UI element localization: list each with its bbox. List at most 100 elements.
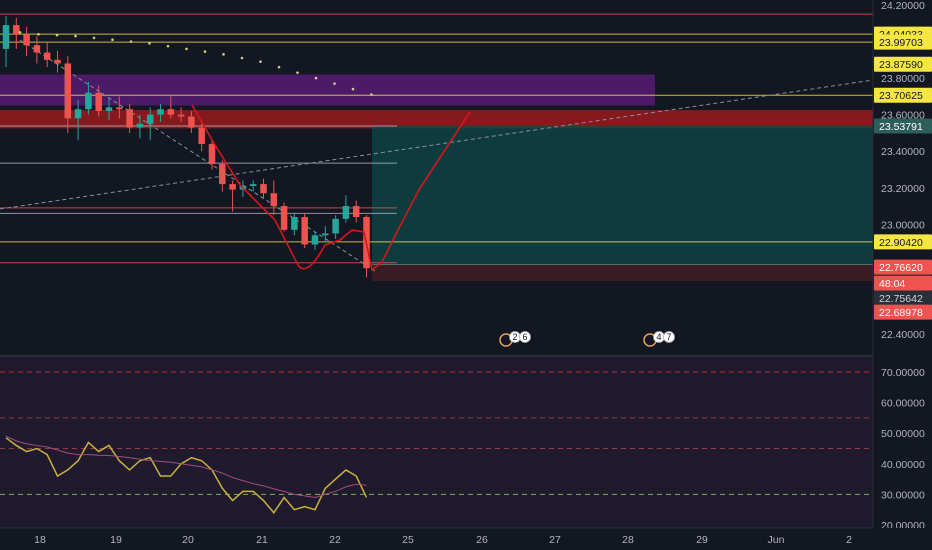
candle-body (188, 116, 195, 128)
candle-body (136, 123, 144, 128)
price-label-text: 22.75642 (879, 293, 923, 305)
time-tick-label: 20 (182, 534, 194, 546)
hand-drawing-layer (191, 104, 471, 272)
price-label-text: 23.87590 (879, 59, 923, 71)
candle-body (352, 206, 360, 218)
event-count-label: 2 (512, 332, 517, 342)
candle-body (74, 109, 82, 119)
time-tick-label: 18 (34, 534, 46, 546)
oscillator-axis[interactable]: 70.00000 60.00000 50.00000 40.00000 30.00000… (881, 367, 925, 532)
candle-body (177, 114, 185, 117)
candle-body (126, 109, 133, 128)
psar-dot (222, 53, 225, 56)
psar-dot (333, 82, 336, 85)
oscillator-tick-label: 30.00000 (881, 489, 925, 501)
candle-body (85, 92, 92, 110)
zone-red (0, 110, 873, 129)
event-count-bubble (663, 331, 675, 343)
time-tick-label: 21 (256, 534, 268, 546)
oscillator-main-line (5, 437, 368, 515)
psar-dot (166, 44, 170, 48)
price-label-box (874, 34, 932, 50)
price-label-box (874, 259, 932, 275)
price-label-box (874, 275, 932, 291)
price-label-text: 22.68978 (879, 307, 923, 319)
candle-body (219, 164, 226, 185)
candle-body (342, 206, 350, 219)
price-axis[interactable]: 24.2000023.8000023.6000023.4000023.20000… (872, 0, 932, 528)
oscillator-tick-label: 40.00000 (881, 459, 925, 471)
psar-dot (370, 93, 373, 96)
price-tick-label: 22.40000 (881, 329, 925, 341)
time-axis-background (0, 528, 932, 550)
psar-dot (37, 32, 40, 36)
price-label-box (874, 118, 932, 134)
oscillator-layer (5, 435, 368, 515)
psar-dot (111, 38, 114, 42)
time-axis[interactable]: 18 19 20 21 22 25 26 27 28 29 Jun 2 (0, 527, 932, 550)
psar-dot (203, 50, 207, 53)
psar-dot (259, 60, 262, 63)
ascending-trendline (0, 79, 874, 210)
psar-dot (314, 76, 318, 80)
price-label-text: 22.76620 (879, 262, 923, 274)
psar-dot (277, 65, 281, 69)
candle-body (64, 63, 72, 119)
candle-body (332, 218, 339, 234)
price-label-box (874, 304, 932, 320)
time-tick-label: 28 (622, 534, 634, 546)
descending-trendline (19, 39, 376, 272)
candle-body (13, 25, 20, 35)
psar-dot (74, 34, 77, 38)
price-label-box (874, 87, 932, 103)
time-tick-label: 26 (476, 534, 488, 546)
price-tick-label: 24.20000 (881, 0, 925, 12)
oscillator-tick-label: 50.00000 (881, 428, 925, 440)
psar-dot (351, 87, 355, 91)
candle-body (95, 92, 102, 112)
candle-body (208, 143, 216, 165)
time-tick-label: 19 (110, 534, 122, 546)
time-tick-label: Jun (768, 534, 785, 546)
trendline-layer (0, 39, 874, 272)
oscillator-tick-label: 70.00000 (881, 367, 925, 379)
psar-dot (18, 31, 22, 34)
psar-dot (240, 56, 244, 60)
price-label-box (874, 56, 932, 72)
psar-dot (55, 33, 59, 37)
candle-body (322, 233, 329, 236)
price-tick-label: 23.00000 (881, 219, 925, 231)
candle-body (229, 184, 236, 190)
candle-body (270, 193, 278, 207)
candle-body (33, 45, 41, 53)
candle-body (311, 235, 319, 245)
time-tick-label: 2 (846, 534, 852, 546)
price-label-box (874, 234, 932, 250)
price-tick-label: 23.20000 (881, 183, 925, 195)
candle-body (105, 107, 113, 112)
time-tick-label: 29 (696, 534, 708, 546)
candle-body (146, 114, 154, 124)
candle-body (23, 34, 30, 46)
event-count-label: 4 (656, 332, 661, 342)
candle-body (198, 127, 205, 144)
price-tick-label: 23.40000 (881, 146, 925, 158)
candle-body (43, 52, 51, 60)
price-label-text: 22.90420 (879, 237, 923, 249)
price-label-box (874, 290, 932, 306)
price-label-text: 23.53791 (879, 121, 923, 133)
psar-dot (129, 40, 133, 43)
event-count-label: 7 (666, 332, 671, 342)
psar-dot (148, 42, 151, 45)
candle-body (249, 184, 257, 186)
price-label-text: 23.70625 (879, 90, 923, 102)
price-label-text: 23.99703 (879, 37, 923, 49)
zone-stop (372, 264, 873, 281)
oscillator-panel-background (0, 357, 873, 528)
candle-body (291, 217, 298, 230)
price-label-text: 48:04 (879, 278, 905, 290)
candle-body (116, 107, 123, 110)
psar-dot (296, 71, 299, 74)
